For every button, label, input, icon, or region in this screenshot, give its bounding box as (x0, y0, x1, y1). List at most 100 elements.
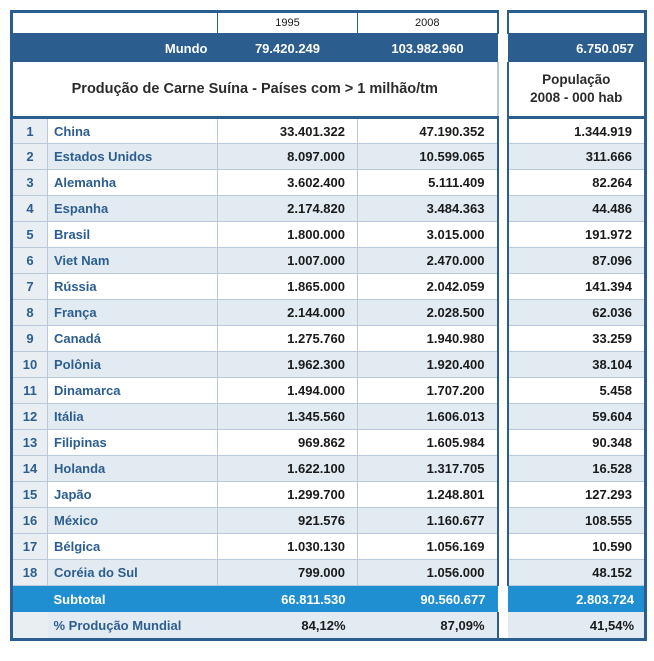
pop-title-l2: 2008 - 000 hab (530, 90, 622, 105)
value-pop: 16.528 (508, 456, 646, 482)
rank-cell: 15 (12, 482, 48, 508)
value-pop: 10.590 (508, 534, 646, 560)
rank-cell: 3 (12, 170, 48, 196)
rank-cell: 18 (12, 560, 48, 586)
year-1995: 1995 (218, 12, 358, 34)
value-pop: 48.152 (508, 560, 646, 586)
rank-cell: 17 (12, 534, 48, 560)
pct-pop: 41,54% (508, 612, 646, 640)
pct-row: % Produção Mundial 84,12% 87,09% 41,54% (12, 612, 646, 640)
table-row: 11Dinamarca1.494.0001.707.2005.458 (12, 378, 646, 404)
rank-cell: 1 (12, 118, 48, 144)
value-pop: 44.486 (508, 196, 646, 222)
world-row: Mundo 79.420.249 103.982.960 6.750.057 (12, 34, 646, 63)
pop-title-l1: População (542, 72, 610, 87)
value-1995: 1.030.130 (218, 534, 358, 560)
country-cell: Brasil (48, 222, 218, 248)
value-1995: 1.494.000 (218, 378, 358, 404)
value-2008: 1.940.980 (358, 326, 498, 352)
value-1995: 8.097.000 (218, 144, 358, 170)
value-pop: 90.348 (508, 430, 646, 456)
subtotal-pop: 2.803.724 (508, 586, 646, 613)
value-2008: 1.317.705 (358, 456, 498, 482)
value-1995: 921.576 (218, 508, 358, 534)
table-row: 3Alemanha3.602.4005.111.40982.264 (12, 170, 646, 196)
pork-production-table: 1995 2008 Mundo 79.420.249 103.982.960 6… (10, 10, 647, 641)
value-pop: 141.394 (508, 274, 646, 300)
value-pop: 108.555 (508, 508, 646, 534)
value-pop: 127.293 (508, 482, 646, 508)
value-2008: 2.470.000 (358, 248, 498, 274)
value-1995: 1.962.300 (218, 352, 358, 378)
table-row: 1China33.401.32247.190.352 1.344.919 (12, 118, 646, 144)
rank-cell: 9 (12, 326, 48, 352)
table-row: 12Itália1.345.5601.606.01359.604 (12, 404, 646, 430)
country-cell: Bélgica (48, 534, 218, 560)
value-1995: 799.000 (218, 560, 358, 586)
rank-cell: 10 (12, 352, 48, 378)
country-cell: Rússia (48, 274, 218, 300)
value-2008: 2.028.500 (358, 300, 498, 326)
country-cell: Filipinas (48, 430, 218, 456)
value-pop: 5.458 (508, 378, 646, 404)
value-pop: 62.036 (508, 300, 646, 326)
value-2008: 1.920.400 (358, 352, 498, 378)
table-row: 2Estados Unidos8.097.00010.599.065311.66… (12, 144, 646, 170)
value-1995: 1.800.000 (218, 222, 358, 248)
country-cell: Coréia do Sul (48, 560, 218, 586)
value-1995: 2.174.820 (218, 196, 358, 222)
value-1995: 1.345.560 (218, 404, 358, 430)
table-row: 7Rússia1.865.0002.042.059 141.394 (12, 274, 646, 300)
country-cell: Alemanha (48, 170, 218, 196)
country-cell: Japão (48, 482, 218, 508)
value-pop: 1.344.919 (508, 118, 646, 144)
rank-cell: 13 (12, 430, 48, 456)
title-row: Produção de Carne Suína - Países com > 1… (12, 62, 646, 118)
value-1995: 969.862 (218, 430, 358, 456)
value-pop: 38.104 (508, 352, 646, 378)
table-row: 5Brasil1.800.0003.015.000191.972 (12, 222, 646, 248)
value-2008: 1.056.169 (358, 534, 498, 560)
country-cell: Holanda (48, 456, 218, 482)
world-label: Mundo (48, 34, 218, 63)
subtotal-1995: 66.811.530 (218, 586, 358, 613)
value-2008: 2.042.059 (358, 274, 498, 300)
value-2008: 1.605.984 (358, 430, 498, 456)
table-row: 17Bélgica1.030.1301.056.169 10.590 (12, 534, 646, 560)
value-1995: 1.865.000 (218, 274, 358, 300)
country-cell: Canadá (48, 326, 218, 352)
year-row: 1995 2008 (12, 12, 646, 34)
rank-cell: 16 (12, 508, 48, 534)
subtotal-2008: 90.560.677 (358, 586, 498, 613)
rank-cell: 8 (12, 300, 48, 326)
table-row: 9Canadá1.275.7601.940.98033.259 (12, 326, 646, 352)
table-row: 6Viet Nam1.007.0002.470.00087.096 (12, 248, 646, 274)
country-cell: Viet Nam (48, 248, 218, 274)
value-2008: 3.484.363 (358, 196, 498, 222)
value-2008: 1.707.200 (358, 378, 498, 404)
pct-label: % Produção Mundial (48, 612, 218, 640)
value-pop: 59.604 (508, 404, 646, 430)
rank-cell: 6 (12, 248, 48, 274)
table-title-pop: População 2008 - 000 hab (508, 62, 646, 118)
table-row: 8França2.144.0002.028.50062.036 (12, 300, 646, 326)
rank-cell: 12 (12, 404, 48, 430)
value-1995: 1.275.760 (218, 326, 358, 352)
value-1995: 1.007.000 (218, 248, 358, 274)
table-row: 4Espanha2.174.8203.484.36344.486 (12, 196, 646, 222)
table-row: 13Filipinas969.8621.605.984 90.348 (12, 430, 646, 456)
rank-cell: 14 (12, 456, 48, 482)
country-cell: México (48, 508, 218, 534)
value-2008: 1.606.013 (358, 404, 498, 430)
value-1995: 33.401.322 (218, 118, 358, 144)
country-cell: Estados Unidos (48, 144, 218, 170)
table-row: 18Coréia do Sul799.0001.056.00048.152 (12, 560, 646, 586)
value-2008: 1.160.677 (358, 508, 498, 534)
value-2008: 5.111.409 (358, 170, 498, 196)
table-title-main: Produção de Carne Suína - Países com > 1… (12, 62, 498, 118)
country-cell: Espanha (48, 196, 218, 222)
rank-cell: 7 (12, 274, 48, 300)
country-cell: China (48, 118, 218, 144)
value-2008: 47.190.352 (358, 118, 498, 144)
world-1995: 79.420.249 (218, 34, 358, 63)
